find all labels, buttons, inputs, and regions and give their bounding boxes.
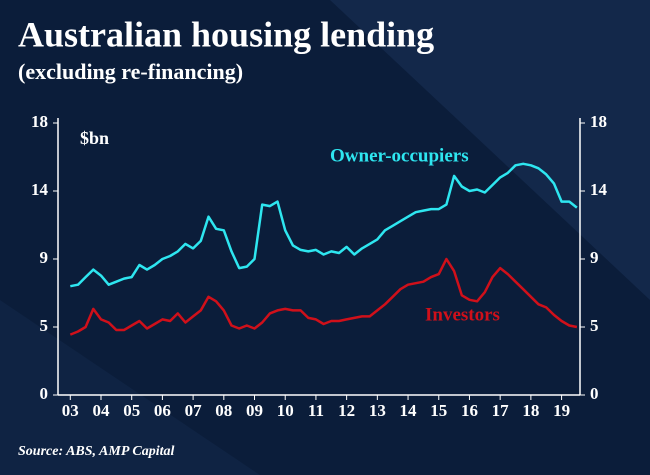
x-tick-label: 04 bbox=[92, 401, 110, 420]
series-label: Owner-occupiers bbox=[330, 145, 469, 166]
x-tick-label: 11 bbox=[308, 401, 324, 420]
y-tick-label: 5 bbox=[40, 316, 49, 335]
background-shape bbox=[330, 0, 650, 300]
x-tick-label: 14 bbox=[400, 401, 418, 420]
y2-tick-label: 9 bbox=[590, 248, 599, 267]
data-line bbox=[69, 257, 578, 336]
y2-tick-label: 18 bbox=[590, 112, 607, 131]
x-tick-label: 16 bbox=[461, 401, 478, 420]
y-axis-label: $bn bbox=[80, 128, 109, 148]
y2-tick-label: 14 bbox=[590, 180, 608, 199]
x-tick-label: 09 bbox=[246, 401, 263, 420]
y-tick-label: 0 bbox=[40, 384, 49, 403]
x-tick-label: 05 bbox=[123, 401, 140, 420]
background-shape bbox=[0, 300, 260, 475]
y-tick-label: 18 bbox=[31, 112, 48, 131]
y-tick-label: 14 bbox=[31, 180, 49, 199]
y2-tick-label: 5 bbox=[590, 316, 599, 335]
x-tick-label: 07 bbox=[185, 401, 203, 420]
x-tick-label: 19 bbox=[553, 401, 570, 420]
data-line bbox=[70, 162, 578, 288]
x-tick-label: 03 bbox=[62, 401, 79, 420]
x-tick-label: 17 bbox=[492, 401, 510, 420]
x-tick-label: 15 bbox=[430, 401, 447, 420]
x-tick-label: 10 bbox=[277, 401, 294, 420]
x-tick-label: 18 bbox=[522, 401, 539, 420]
x-tick-label: 12 bbox=[338, 401, 355, 420]
chart-title: Australian housing lending bbox=[18, 14, 434, 54]
chart-subtitle: (excluding re-financing) bbox=[18, 59, 243, 84]
x-tick-label: 08 bbox=[215, 401, 232, 420]
y-tick-label: 9 bbox=[40, 248, 49, 267]
x-tick-label: 13 bbox=[369, 401, 386, 420]
y2-tick-label: 0 bbox=[590, 384, 599, 403]
series-label: Investors bbox=[425, 304, 500, 325]
x-tick-label: 06 bbox=[154, 401, 171, 420]
source: Source: ABS, AMP Capital bbox=[18, 444, 174, 459]
